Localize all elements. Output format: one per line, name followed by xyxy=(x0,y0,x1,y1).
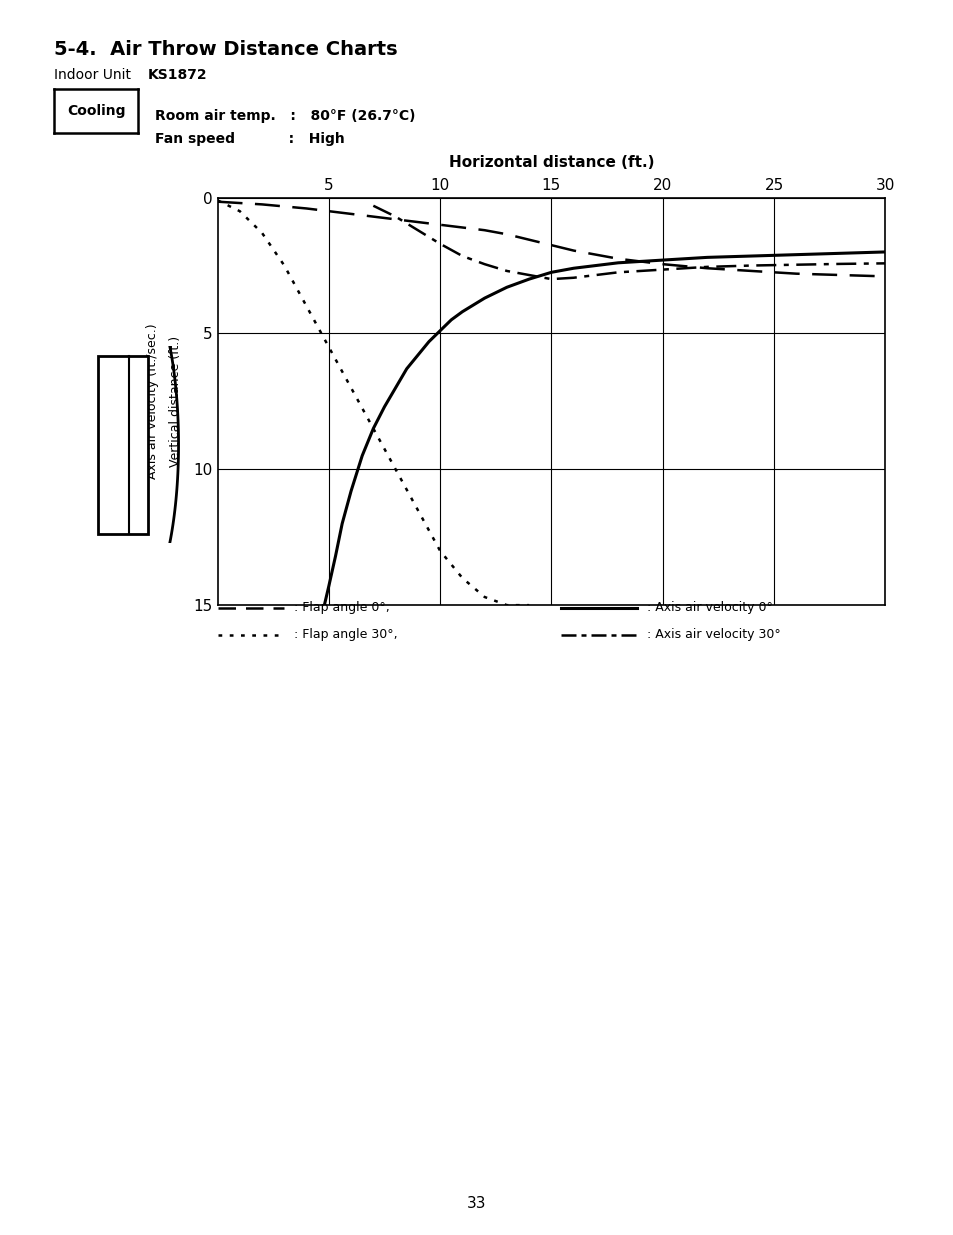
Text: Fan speed           :   High: Fan speed : High xyxy=(154,132,344,146)
Y-axis label: Axis air velocity (ft./sec.)
Vertical distance (ft.): Axis air velocity (ft./sec.) Vertical di… xyxy=(146,324,182,479)
Text: 5-4.  Air Throw Distance Charts: 5-4. Air Throw Distance Charts xyxy=(54,40,397,58)
Text: Indoor Unit: Indoor Unit xyxy=(54,68,132,82)
Text: : Axis air velocity 30°: : Axis air velocity 30° xyxy=(646,629,780,641)
Text: : Axis air velocity 0°: : Axis air velocity 0° xyxy=(646,601,772,614)
Text: Cooling: Cooling xyxy=(67,104,126,119)
Text: Room air temp.   :   80°F (26.7°C): Room air temp. : 80°F (26.7°C) xyxy=(154,109,415,122)
Text: : Flap angle 0°,: : Flap angle 0°, xyxy=(294,601,389,614)
FancyBboxPatch shape xyxy=(98,356,148,534)
Text: 33: 33 xyxy=(467,1195,486,1210)
X-axis label: Horizontal distance (ft.): Horizontal distance (ft.) xyxy=(448,154,654,169)
Text: KS1872: KS1872 xyxy=(148,68,208,82)
Text: : Flap angle 30°,: : Flap angle 30°, xyxy=(294,629,397,641)
